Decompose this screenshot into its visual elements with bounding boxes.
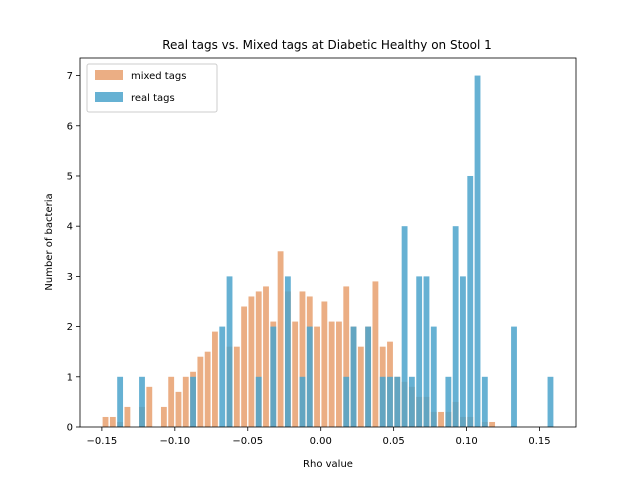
y-tick-label: 7: [67, 71, 73, 82]
bar-mixed-tags: [292, 321, 299, 427]
bar-mixed-tags: [175, 391, 182, 427]
bar-mixed-tags: [336, 321, 342, 427]
bar-mixed-tags: [146, 386, 153, 427]
y-tick-label: 4: [67, 222, 73, 233]
bar-mixed-tags: [168, 376, 175, 427]
bar-real-tags: [306, 326, 313, 427]
bar-real-tags: [350, 326, 357, 427]
bar-real-tags: [547, 376, 554, 427]
x-tick-label: 0.10: [455, 436, 477, 447]
bar-real-tags: [219, 326, 226, 427]
x-tick-label: −0.10: [159, 436, 190, 447]
bar-real-tags: [481, 376, 488, 427]
bar-real-tags: [299, 376, 306, 427]
y-tick-label: 3: [67, 272, 73, 283]
legend-label-mixed-tags: mixed tags: [131, 71, 186, 82]
bar-mixed-tags: [102, 416, 109, 427]
bar-mixed-tags: [321, 301, 328, 427]
series-real-tags: [117, 75, 554, 427]
bar-mixed-tags: [109, 416, 116, 427]
x-tick-label: −0.15: [87, 436, 118, 447]
y-tick-label: 5: [67, 171, 73, 182]
bar-real-tags: [401, 226, 408, 427]
bar-mixed-tags: [489, 421, 496, 427]
bar-mixed-tags: [277, 251, 284, 427]
bar-mixed-tags: [241, 306, 248, 427]
bar-real-tags: [460, 276, 466, 427]
legend-swatch-mixed-tags: [95, 70, 123, 80]
bar-real-tags: [379, 376, 386, 427]
bar-real-tags: [387, 376, 393, 427]
x-tick-label: 0.15: [528, 436, 550, 447]
legend-label-real-tags: real tags: [131, 93, 175, 104]
bar-real-tags: [270, 326, 277, 427]
bars-layer: [102, 75, 554, 427]
legend: mixed tags real tags: [86, 63, 218, 113]
chart-title: Real tags vs. Mixed tags at Diabetic Hea…: [162, 38, 492, 52]
bar-real-tags: [511, 326, 517, 427]
x-axis-label: Rho value: [303, 459, 353, 470]
y-axis: 0 1 2 3 4 5 6 7: [67, 71, 80, 434]
bar-mixed-tags: [438, 411, 444, 427]
bar-mixed-tags: [212, 331, 218, 427]
bar-mixed-tags: [314, 326, 320, 427]
bar-mixed-tags: [204, 351, 211, 427]
bar-mixed-tags: [343, 286, 350, 427]
bar-real-tags: [445, 376, 452, 427]
bar-real-tags: [255, 376, 262, 427]
x-tick-label: 0.05: [383, 436, 405, 447]
y-axis-label: Number of bacteria: [44, 193, 55, 290]
bar-mixed-tags: [248, 296, 255, 427]
bar-real-tags: [343, 376, 350, 427]
legend-swatch-real-tags: [95, 92, 123, 102]
bar-real-tags: [394, 376, 401, 427]
bar-mixed-tags: [197, 356, 204, 427]
y-tick-label: 6: [67, 121, 73, 132]
bar-real-tags: [190, 376, 196, 427]
bar-mixed-tags: [328, 321, 335, 427]
bar-real-tags: [284, 276, 291, 427]
bar-real-tags: [430, 326, 437, 427]
y-tick-label: 2: [67, 322, 73, 333]
bar-real-tags: [423, 276, 430, 427]
bar-mixed-tags: [182, 376, 189, 427]
bar-real-tags: [408, 376, 415, 427]
bar-mixed-tags: [299, 291, 306, 427]
bar-mixed-tags: [160, 406, 167, 427]
bar-mixed-tags: [124, 406, 131, 427]
bar-mixed-tags: [263, 286, 269, 427]
bar-mixed-tags: [233, 346, 240, 427]
x-tick-label: 0.00: [310, 436, 332, 447]
bar-real-tags: [117, 376, 124, 427]
bar-mixed-tags: [372, 281, 379, 427]
bar-real-tags: [467, 175, 474, 427]
y-tick-label: 0: [67, 423, 73, 434]
bar-real-tags: [474, 75, 481, 427]
x-tick-label: −0.05: [232, 436, 263, 447]
bar-real-tags: [365, 326, 372, 427]
plot-frame: [79, 57, 577, 428]
bar-real-tags: [226, 276, 233, 427]
bar-real-tags: [139, 376, 145, 427]
bar-real-tags: [416, 276, 423, 427]
bar-real-tags: [452, 226, 459, 427]
bar-mixed-tags: [357, 346, 364, 427]
y-tick-label: 1: [67, 372, 73, 383]
x-axis: −0.15 −0.10 −0.05 0.00 0.05 0.10 0.15: [87, 427, 551, 447]
bar-mixed-tags: [255, 291, 262, 427]
